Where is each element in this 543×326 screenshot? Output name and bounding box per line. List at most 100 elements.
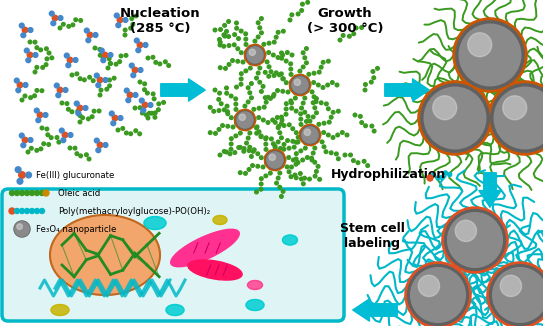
- Circle shape: [33, 40, 37, 44]
- Circle shape: [252, 108, 256, 111]
- Circle shape: [28, 138, 33, 142]
- Circle shape: [116, 128, 120, 132]
- Circle shape: [150, 111, 154, 115]
- Circle shape: [124, 53, 128, 57]
- Circle shape: [294, 79, 300, 85]
- Circle shape: [259, 187, 263, 191]
- Circle shape: [218, 38, 222, 41]
- Circle shape: [337, 110, 340, 113]
- Circle shape: [331, 81, 334, 84]
- Circle shape: [304, 146, 307, 150]
- Circle shape: [225, 92, 229, 95]
- Circle shape: [280, 56, 283, 60]
- Circle shape: [326, 107, 330, 111]
- Circle shape: [234, 102, 238, 106]
- Circle shape: [223, 23, 226, 27]
- Circle shape: [280, 118, 284, 122]
- Circle shape: [244, 43, 248, 46]
- Circle shape: [304, 129, 311, 135]
- Circle shape: [257, 106, 261, 110]
- Circle shape: [109, 111, 114, 116]
- Circle shape: [153, 115, 157, 119]
- Circle shape: [244, 37, 248, 41]
- Circle shape: [281, 53, 285, 57]
- Circle shape: [280, 136, 283, 140]
- Circle shape: [141, 108, 146, 113]
- Circle shape: [340, 131, 344, 134]
- Circle shape: [233, 151, 237, 154]
- Circle shape: [315, 127, 319, 131]
- Circle shape: [143, 82, 147, 86]
- Circle shape: [326, 83, 330, 87]
- Circle shape: [428, 176, 432, 180]
- Circle shape: [269, 96, 272, 100]
- Circle shape: [427, 175, 433, 181]
- Circle shape: [311, 115, 315, 119]
- Circle shape: [239, 51, 243, 54]
- Circle shape: [281, 89, 285, 93]
- Circle shape: [276, 31, 280, 34]
- Circle shape: [131, 22, 135, 26]
- Circle shape: [236, 59, 239, 63]
- Circle shape: [115, 13, 119, 18]
- Circle shape: [289, 73, 293, 76]
- Circle shape: [275, 181, 279, 185]
- Text: Oleic acid: Oleic acid: [58, 188, 100, 198]
- Circle shape: [280, 195, 283, 198]
- Circle shape: [287, 170, 291, 173]
- Circle shape: [213, 88, 217, 92]
- Circle shape: [247, 86, 250, 90]
- Circle shape: [138, 80, 142, 84]
- Circle shape: [225, 86, 228, 90]
- Circle shape: [272, 142, 275, 146]
- Circle shape: [40, 209, 45, 214]
- Circle shape: [35, 209, 40, 214]
- Circle shape: [33, 70, 37, 74]
- Circle shape: [313, 174, 317, 178]
- Circle shape: [352, 159, 355, 162]
- Circle shape: [226, 112, 230, 115]
- Circle shape: [370, 124, 374, 128]
- Circle shape: [225, 104, 229, 108]
- Circle shape: [20, 23, 24, 28]
- Circle shape: [154, 111, 157, 115]
- Circle shape: [285, 81, 288, 84]
- Circle shape: [455, 220, 477, 242]
- Circle shape: [326, 133, 330, 137]
- Circle shape: [280, 72, 283, 76]
- Circle shape: [319, 101, 323, 105]
- Circle shape: [260, 47, 264, 51]
- Circle shape: [156, 108, 160, 111]
- Circle shape: [300, 136, 304, 140]
- Circle shape: [298, 69, 302, 73]
- Circle shape: [239, 111, 242, 114]
- Circle shape: [134, 38, 139, 43]
- Circle shape: [321, 86, 325, 89]
- Circle shape: [131, 73, 136, 78]
- Circle shape: [255, 62, 258, 66]
- Circle shape: [218, 40, 222, 44]
- Circle shape: [103, 142, 108, 147]
- Circle shape: [284, 112, 288, 116]
- Circle shape: [290, 86, 293, 90]
- Circle shape: [269, 150, 272, 154]
- Circle shape: [102, 57, 105, 60]
- Circle shape: [256, 21, 260, 24]
- Circle shape: [314, 100, 318, 103]
- Circle shape: [237, 37, 241, 40]
- Text: Nucleation
(285 °C): Nucleation (285 °C): [120, 7, 200, 35]
- Circle shape: [360, 121, 363, 124]
- Circle shape: [132, 67, 138, 73]
- Circle shape: [234, 97, 237, 101]
- Circle shape: [294, 91, 298, 95]
- Circle shape: [244, 171, 247, 175]
- Circle shape: [305, 47, 308, 50]
- Circle shape: [249, 49, 255, 55]
- Circle shape: [305, 61, 308, 65]
- Circle shape: [9, 190, 15, 196]
- Circle shape: [456, 21, 524, 89]
- Circle shape: [364, 124, 368, 127]
- Circle shape: [290, 101, 293, 105]
- Circle shape: [261, 85, 265, 88]
- Circle shape: [278, 131, 282, 135]
